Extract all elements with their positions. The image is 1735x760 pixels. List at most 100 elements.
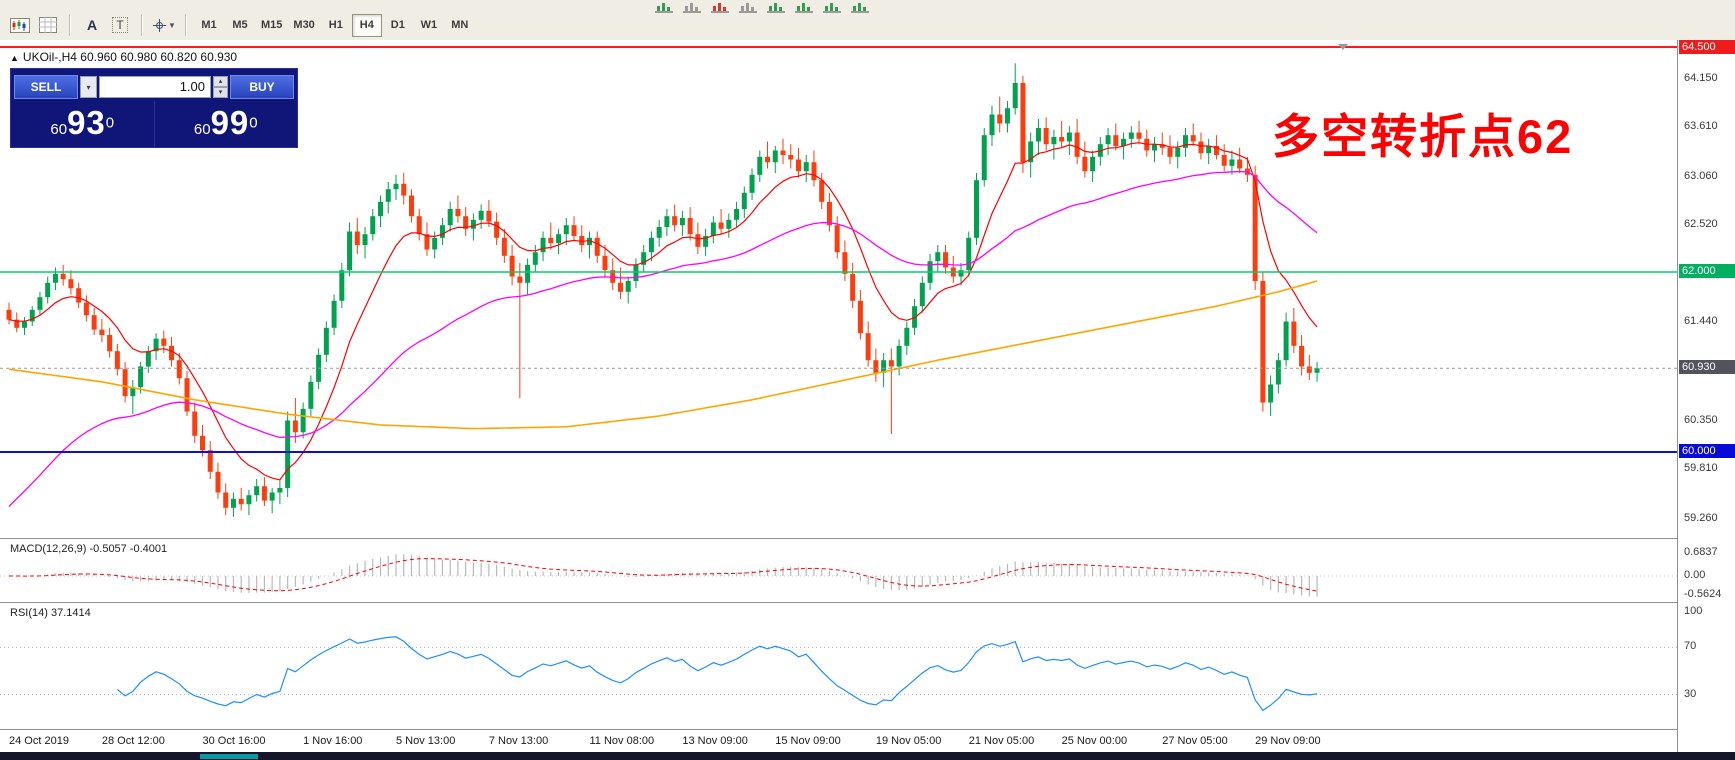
chart-shift-marker-icon xyxy=(1338,44,1348,50)
price-axis-label: 64.150 xyxy=(1684,71,1718,84)
volume-spinner: ▴ ▾ xyxy=(213,75,228,98)
ma-fast-line xyxy=(8,142,1318,481)
timeframe-button-m1[interactable]: M1 xyxy=(194,14,224,37)
price-axis-label: 63.610 xyxy=(1684,120,1718,133)
macd-label: MACD(12,26,9) -0.5057 -0.4001 xyxy=(10,543,167,555)
ask-price: 60990 xyxy=(153,101,298,147)
price-axis-badge: 60.930 xyxy=(1679,360,1735,375)
volume-input[interactable] xyxy=(99,75,211,98)
ask-prefix: 60 xyxy=(193,121,211,138)
timeframe-button-m5[interactable]: M5 xyxy=(225,14,255,37)
chart-window[interactable]: ▲ UKOil-,H4 60.960 60.980 60.820 60.930 S… xyxy=(0,40,1735,752)
time-axis-label: 19 Nov 05:00 xyxy=(875,735,942,747)
candlestick-chart-icon[interactable] xyxy=(795,0,813,18)
line-chart-icon[interactable] xyxy=(823,0,841,18)
macd-values: -0.5057 -0.4001 xyxy=(89,543,168,555)
time-axis-label: 1 Nov 16:00 xyxy=(303,735,363,747)
price-axis-separator xyxy=(1677,40,1678,752)
toolbar-separator xyxy=(185,14,187,36)
timeframe-button-h4[interactable]: H4 xyxy=(351,13,382,37)
time-axis-label: 24 Oct 2019 xyxy=(9,735,69,747)
price-axis-label: 60.350 xyxy=(1684,413,1718,426)
timeframe-button-m30[interactable]: M30 xyxy=(288,14,319,37)
annotation-tool-icon[interactable]: A xyxy=(78,13,106,37)
alert-icon[interactable] xyxy=(711,0,729,18)
spinner-down-icon[interactable]: ▾ xyxy=(213,86,228,98)
macd-signal-line xyxy=(9,558,1318,592)
macd-name: MACD(12,26,9) xyxy=(10,543,87,555)
ma-slow-line xyxy=(8,280,1318,430)
zigzag-icon[interactable] xyxy=(851,0,869,18)
timeframe-button-d1[interactable]: D1 xyxy=(383,14,413,37)
rsi-panel xyxy=(0,636,1677,712)
macd-panel xyxy=(0,554,1677,597)
time-axis-label: 13 Nov 09:00 xyxy=(682,735,748,747)
time-axis-label: 5 Nov 13:00 xyxy=(396,735,456,747)
time-axis-label: 28 Oct 12:00 xyxy=(101,735,165,747)
rsi-axis-label: 100 xyxy=(1684,605,1703,617)
panel-separator[interactable] xyxy=(0,538,1735,540)
crosshair-tool-icon[interactable]: ▼ xyxy=(150,13,178,37)
letter-a-icon: A xyxy=(86,17,98,33)
timeframe-button-mn[interactable]: MN xyxy=(445,14,475,37)
window-icon[interactable] xyxy=(739,0,757,18)
time-axis-label: 25 Nov 00:00 xyxy=(1061,735,1128,747)
chart-annotation: 多空转折点62 xyxy=(1272,110,1574,163)
text-tool-icon[interactable]: T xyxy=(106,13,134,37)
bar-chart-icon[interactable] xyxy=(767,0,785,18)
bid-price: 60930 xyxy=(11,101,154,147)
price-axis-label: 63.060 xyxy=(1684,169,1718,182)
time-axis-label: 30 Oct 16:00 xyxy=(202,735,266,747)
panel-separator[interactable] xyxy=(0,602,1735,604)
time-axis[interactable]: 24 Oct 2019 28 Oct 12:00 30 Oct 16:00 1 Nov… xyxy=(0,730,1735,752)
price-axis-badge: 62.000 xyxy=(1679,264,1735,278)
one-click-trade-panel: SELL ▾ ▴ ▾ BUY 60930 60990 xyxy=(10,68,298,148)
toolbar-row: A T ▼ M1 M5 M15 M30 H1 H4 D1 W1 MN xyxy=(6,12,475,38)
chart-marker-icon: ▲ xyxy=(10,53,19,63)
time-axis-separator xyxy=(0,729,1735,731)
buy-button[interactable]: BUY xyxy=(230,74,294,99)
rsi-axis-label: 30 xyxy=(1684,688,1697,700)
time-axis-label: 29 Nov 09:00 xyxy=(1255,735,1321,747)
timeframe-toolbar: M1 M5 M15 M30 H1 H4 D1 W1 MN xyxy=(194,13,475,37)
rsi-line xyxy=(117,636,1318,712)
main-toolbar: A T ▼ M1 M5 M15 M30 H1 H4 D1 W1 MN xyxy=(0,0,1735,41)
rsi-axis-label: 70 xyxy=(1684,640,1697,652)
price-axis[interactable]: 0.6837 0.00 -0.5624 100 70 30 64.150 63.6… xyxy=(1678,40,1735,752)
price-axis-badge: 60.000 xyxy=(1679,444,1735,458)
price-axis-label: 59.260 xyxy=(1684,511,1718,524)
bid-main-digits: 93 xyxy=(67,104,106,141)
trade-panel-controls: SELL ▾ ▴ ▾ BUY xyxy=(11,69,297,101)
rsi-value: 37.1414 xyxy=(50,607,91,619)
rsi-name: RSI(14) xyxy=(10,607,48,619)
chart-area-icon[interactable] xyxy=(655,0,673,18)
ask-main-digits: 99 xyxy=(210,104,250,141)
taskbar-accent xyxy=(200,754,258,759)
letter-t-icon: T xyxy=(112,17,128,33)
timeframe-button-m15[interactable]: M15 xyxy=(256,14,287,37)
time-axis-label: 15 Nov 09:00 xyxy=(775,735,841,747)
price-axis-label: 59.810 xyxy=(1684,462,1718,475)
grid-icon[interactable] xyxy=(34,13,62,37)
time-axis-label: 7 Nov 13:00 xyxy=(488,735,549,747)
chart-symbol-label: UKOil-,H4 xyxy=(22,50,77,64)
charts-icon[interactable] xyxy=(6,13,34,37)
timeframe-button-h1[interactable]: H1 xyxy=(321,14,351,37)
crosshair-icon-glyph xyxy=(153,18,167,32)
macd-axis-label: -0.5624 xyxy=(1684,588,1722,600)
time-axis-label: 11 Nov 08:00 xyxy=(589,735,655,747)
chevron-down-icon: ▼ xyxy=(168,20,176,30)
price-axis-label: 62.520 xyxy=(1684,218,1718,231)
window-tile-icon[interactable] xyxy=(683,0,701,18)
ma-mid-line xyxy=(8,170,1318,507)
sell-button[interactable]: SELL xyxy=(14,74,78,99)
timeframe-button-w1[interactable]: W1 xyxy=(414,14,444,37)
chevron-down-icon: ▾ xyxy=(86,82,91,92)
taskbar-strip xyxy=(0,752,1735,760)
macd-axis-label: 0.00 xyxy=(1684,569,1706,581)
toolbar-separator xyxy=(141,14,143,36)
volume-dropdown[interactable]: ▾ xyxy=(80,75,97,98)
spinner-up-icon[interactable]: ▴ xyxy=(213,75,228,87)
chart-title: ▲ UKOil-,H4 60.960 60.980 60.820 60.930 xyxy=(10,50,237,64)
